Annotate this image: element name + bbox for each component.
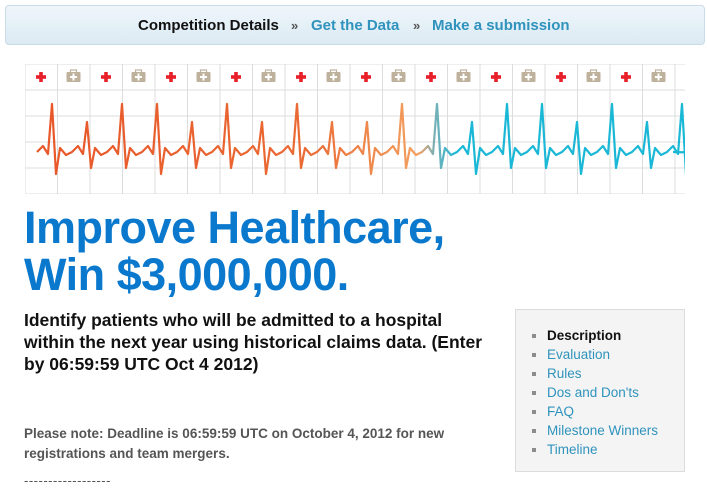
medical-kit-icon: [131, 69, 146, 82]
bullet-icon: [532, 391, 536, 395]
medical-kit-icon: [651, 69, 666, 82]
sidebar-nav: Description Evaluation Rules Dos and Don…: [515, 309, 685, 472]
medical-cross-icon: [166, 72, 176, 82]
sidebar-item-dos-and-donts[interactable]: Dos and Don'ts: [532, 383, 658, 402]
page-headline: Improve Healthcare, Win $3,000,000.: [24, 204, 624, 298]
tab-get-the-data[interactable]: Get the Data: [311, 17, 400, 34]
bullet-icon: [532, 334, 536, 338]
medical-cross-icon: [296, 72, 306, 82]
deadline-note: Please note: Deadline is 06:59:59 UTC on…: [24, 426, 445, 461]
sidebar-item-faq[interactable]: FAQ: [532, 402, 658, 421]
banner-icons: [36, 69, 666, 82]
medical-cross-icon: [101, 72, 111, 82]
bullet-icon: [532, 448, 536, 452]
sidebar-item-milestone-winners[interactable]: Milestone Winners: [532, 421, 658, 440]
medical-kit-icon: [261, 69, 276, 82]
bullet-icon: [532, 353, 536, 357]
medical-kit-icon: [66, 69, 81, 82]
top-nav: Competition Details » Get the Data » Mak…: [5, 5, 705, 45]
tab-competition-details[interactable]: Competition Details: [138, 17, 279, 34]
ekg-line: [36, 102, 685, 176]
medical-kit-icon: [326, 69, 341, 82]
lead-text: Identify patients who will be admitted t…: [24, 310, 483, 374]
headline-line-2: Win $3,000,000.: [24, 249, 349, 300]
medical-cross-icon: [426, 72, 436, 82]
tab-make-a-submission[interactable]: Make a submission: [432, 17, 570, 34]
nav-separator: »: [291, 18, 299, 33]
ekg-banner: [25, 64, 685, 194]
text-divider: ------------------: [24, 473, 111, 488]
bullet-icon: [532, 429, 536, 433]
medical-kit-icon: [456, 69, 471, 82]
sidebar-item-timeline[interactable]: Timeline: [532, 440, 658, 459]
medical-kit-icon: [521, 69, 536, 82]
medical-cross-icon: [231, 72, 241, 82]
medical-cross-icon: [361, 72, 371, 82]
medical-kit-icon: [391, 69, 406, 82]
headline-line-1: Improve Healthcare,: [24, 202, 445, 253]
medical-cross-icon: [491, 72, 501, 82]
medical-cross-icon: [556, 72, 566, 82]
bullet-icon: [532, 372, 536, 376]
bullet-icon: [532, 410, 536, 414]
nav-separator: »: [413, 18, 421, 33]
medical-kit-icon: [196, 69, 211, 82]
sidebar-item-rules[interactable]: Rules: [532, 364, 658, 383]
sidebar-item-description[interactable]: Description: [532, 326, 658, 345]
medical-cross-icon: [621, 72, 631, 82]
sidebar-item-evaluation[interactable]: Evaluation: [532, 345, 658, 364]
medical-cross-icon: [36, 72, 46, 82]
medical-kit-icon: [586, 69, 601, 82]
